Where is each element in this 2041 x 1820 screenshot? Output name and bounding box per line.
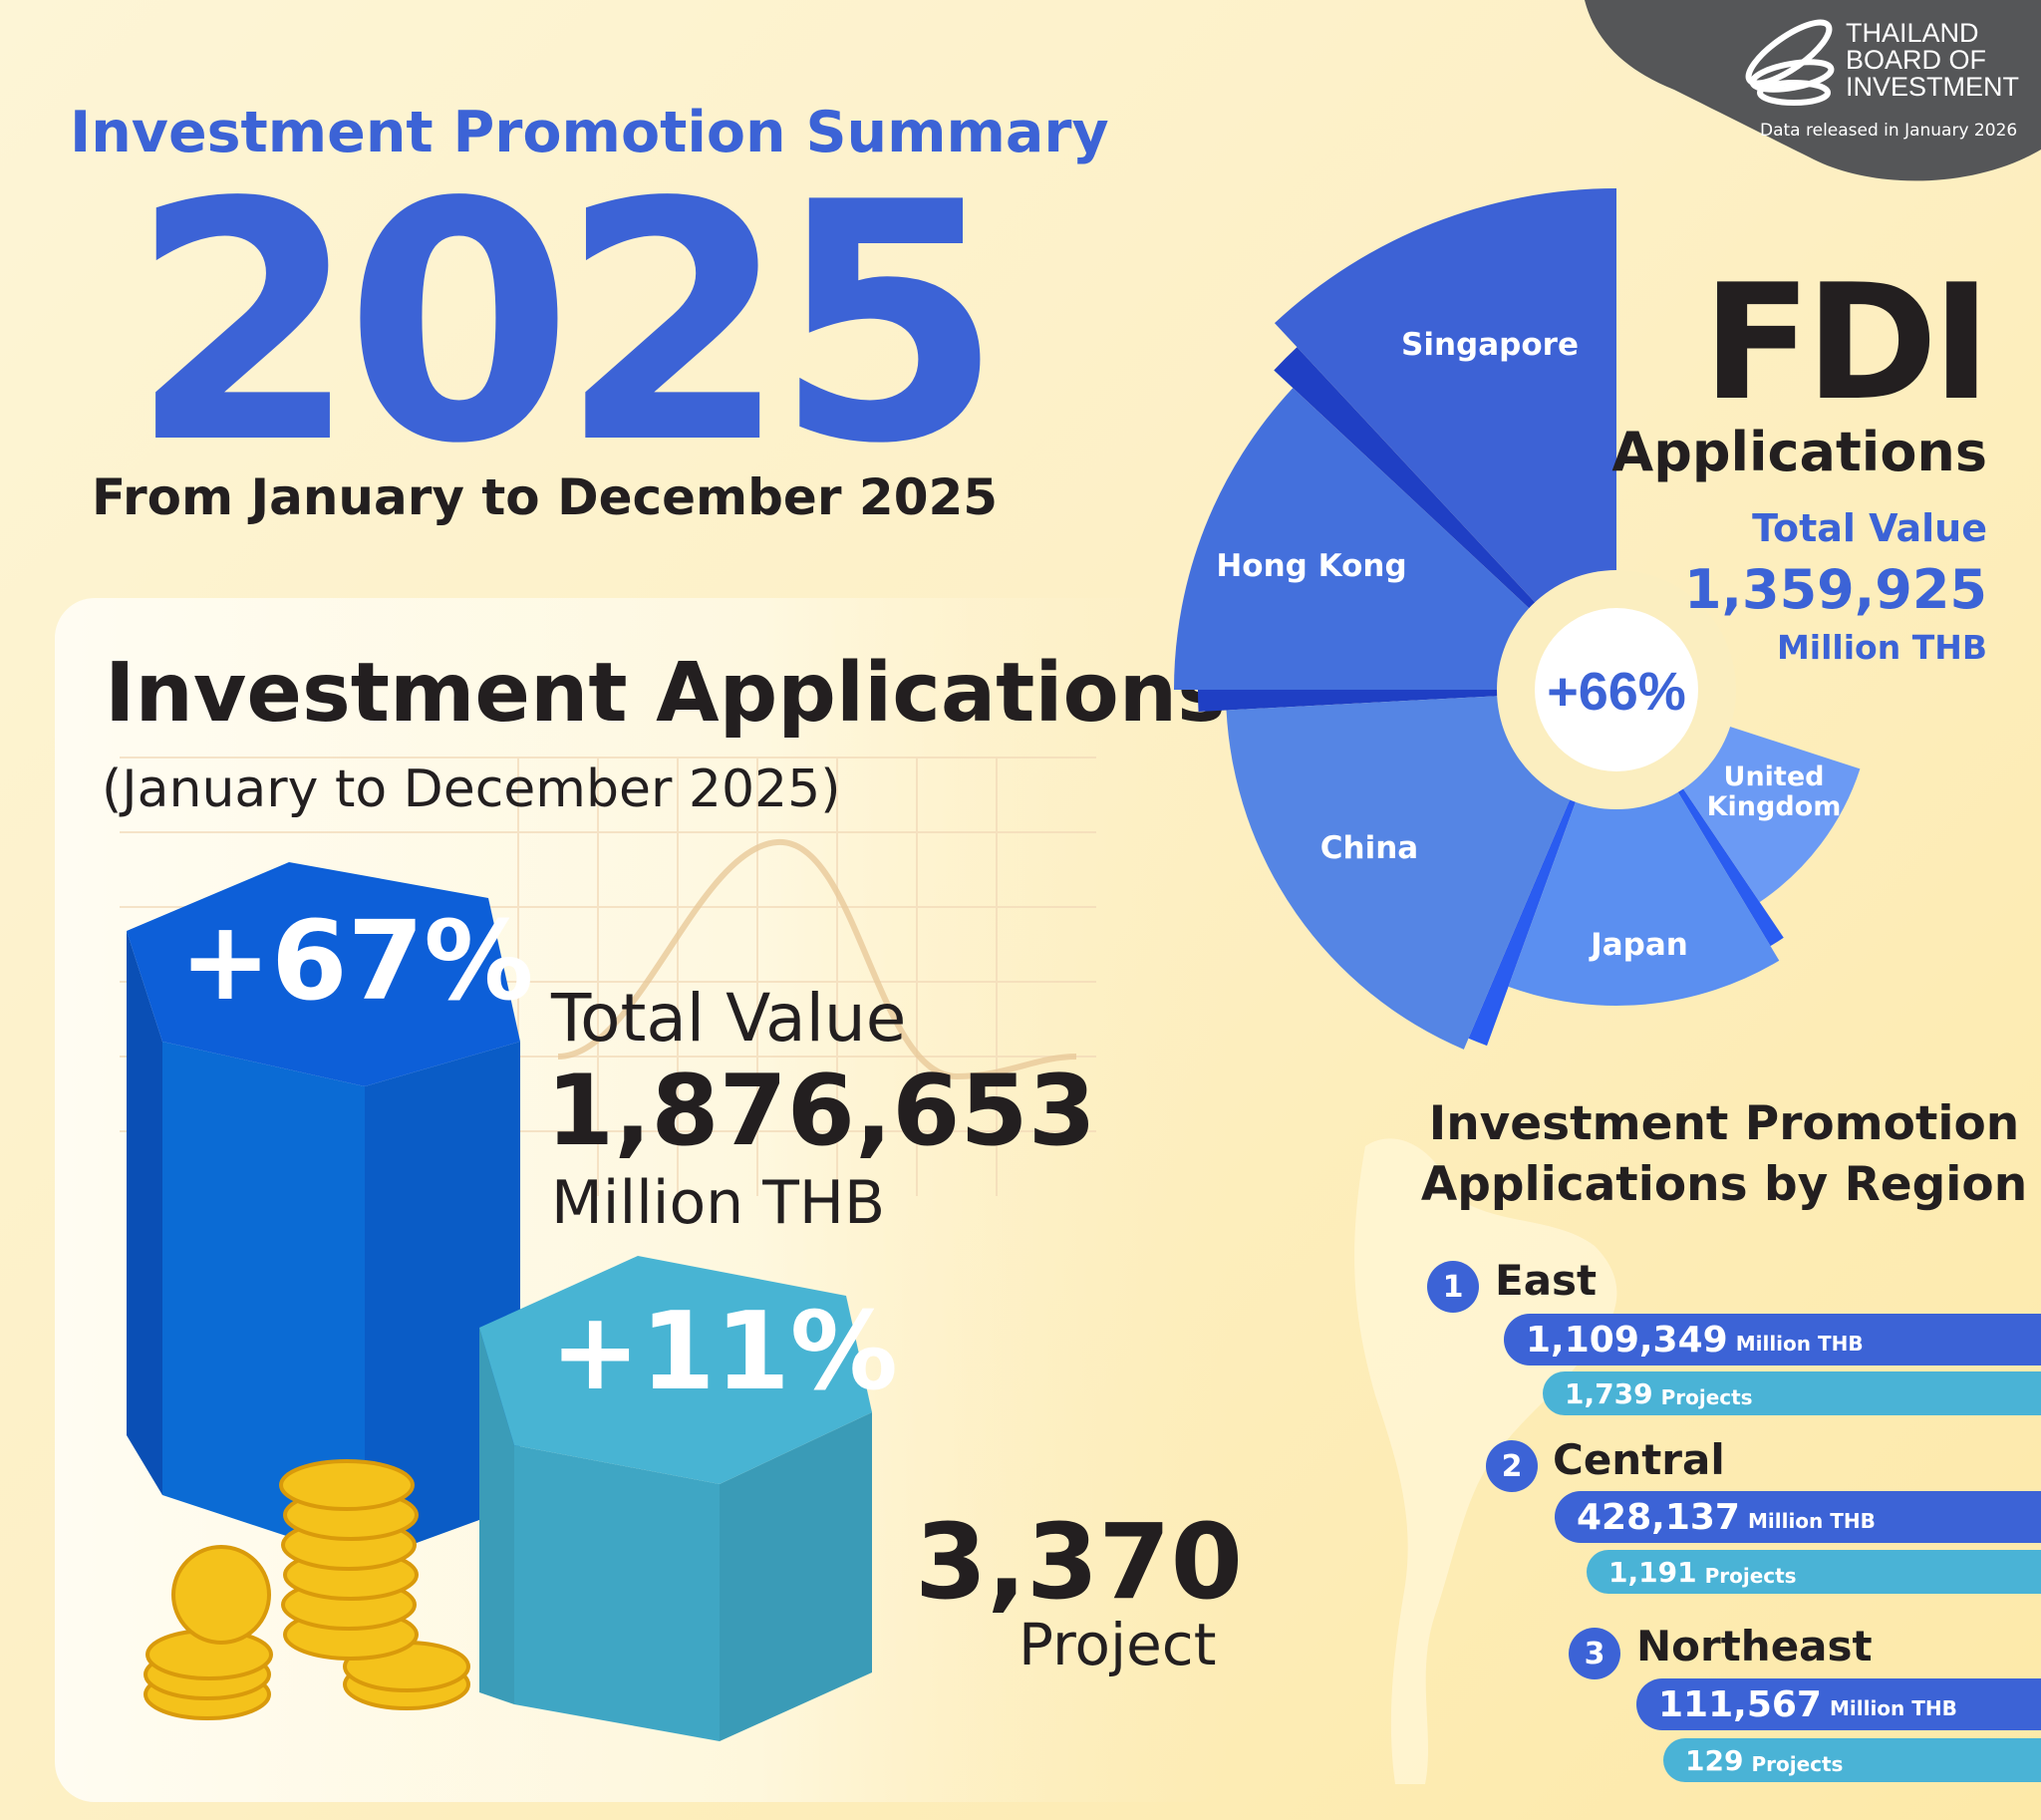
logo-line: INVESTMENT [1846,72,2020,102]
project-unit: Project [1019,1611,1217,1678]
region-projects-unit: Projects [1660,1385,1753,1409]
pie-label-japan: Japan [1589,927,1688,963]
total-value-label: Total Value [551,980,907,1057]
pie-label-hong-kong: Hong Kong [1216,548,1406,584]
fdi-total-label: Total Value [1752,506,1987,550]
rank-badge: 3 [1569,1628,1620,1679]
year-heading: 2025 [130,133,1003,515]
logo-line: THAILAND [1846,18,1979,48]
period-subtitle: From January to December 2025 [92,468,999,526]
total-value: 1,876,653 [546,1055,1096,1168]
region-name: Central [1553,1435,1725,1484]
boi-logo-text: THAILAND BOARD OF INVESTMENT [1846,20,2019,101]
project-count: 3,370 [915,1501,1243,1623]
region-projects-unit: Projects [1751,1752,1844,1776]
pie-center-label: +66% [1547,662,1686,722]
regions-title: Investment Promotion Applications by Reg… [1421,1096,2027,1212]
region-projects: 1,739 [1565,1376,1653,1410]
teal-prism-front-face [514,1445,720,1741]
region-projects: 1,191 [1608,1555,1697,1589]
region-projects-bar: 1,191 Projects [1587,1550,2041,1594]
region-value-unit: Million THB [1747,1509,1876,1533]
boi-logo-icon [1745,19,1835,106]
release-note: Data released in January 2026 [1760,121,2018,141]
region-projects-bar: 1,739 Projects [1543,1371,2041,1415]
region-value-unit: Million THB [1735,1332,1864,1356]
pie-slice-divider [1274,347,1616,690]
region-value: 1,109,349 [1526,1319,1728,1361]
fdi-total-value: 1,359,925 [1683,558,1987,621]
rank-badge: 1 [1427,1261,1479,1313]
pie-center-circle [1535,608,1698,771]
applications-title: Investment Applications [105,646,1226,741]
blue-prism-top-face [127,862,520,1086]
value-growth-badge: +67% [179,897,534,1025]
fdi-pie-chart: +66% Singapore Hong Kong China Japan United Ki… [1174,188,1861,1050]
region-name: East [1495,1256,1598,1305]
total-value-unit: Million THB [551,1168,886,1238]
pie-label-united-kingdom: United Kingdom [1707,761,1842,822]
region-name: Northeast [1636,1622,1873,1670]
rank-badge: 2 [1486,1440,1538,1492]
blue-prism-front-face [162,1042,365,1562]
teal-prism-right-face [720,1412,872,1741]
region-projects: 129 [1685,1743,1744,1777]
region-projects-unit: Projects [1704,1564,1797,1588]
pie-slice-singapore [1274,188,1616,690]
fdi-subtitle: Applications [1611,421,1987,483]
project-growth-badge: +11% [550,1290,898,1414]
page-title: Investment Promotion Summary [70,100,1109,165]
thailand-map-silhouette [1354,1138,1617,1784]
fdi-total-unit: Million THB [1776,628,1987,667]
region-value-bar: 111,567 Million THB [1636,1678,2041,1730]
teal-prism-top-face [479,1256,872,1484]
region-value: 111,567 [1658,1683,1822,1725]
teal-prism-left-face [479,1328,514,1704]
pie-label-singapore: Singapore [1401,327,1579,363]
fdi-title: FDI [1702,249,1991,436]
region-value-bar: 428,137 Million THB [1555,1491,2041,1543]
gold-coins-icon [144,1459,470,1720]
logo-background-shape [1585,0,2041,181]
regions-title-line: Investment Promotion [1428,1096,2020,1151]
curve-decor [557,838,1077,1080]
blue-prism-left-face [127,931,162,1495]
regions-title-line: Applications by Region [1420,1157,2028,1212]
pie-slice-china [1226,690,1616,1050]
value-prism-graphic [127,862,872,1741]
pie-slice-hong-kong [1174,388,1616,690]
pie-label-china: China [1320,830,1418,866]
applications-subtitle: (January to December 2025) [102,759,841,819]
logo-line: BOARD OF [1846,45,1987,75]
region-value-bar: 1,109,349 Million THB [1504,1314,2041,1365]
region-projects-bar: 129 Projects [1663,1738,2041,1782]
region-value-unit: Million THB [1829,1696,1957,1720]
region-value: 428,137 [1577,1496,1740,1538]
pie-slice-japan [1508,690,1780,1006]
